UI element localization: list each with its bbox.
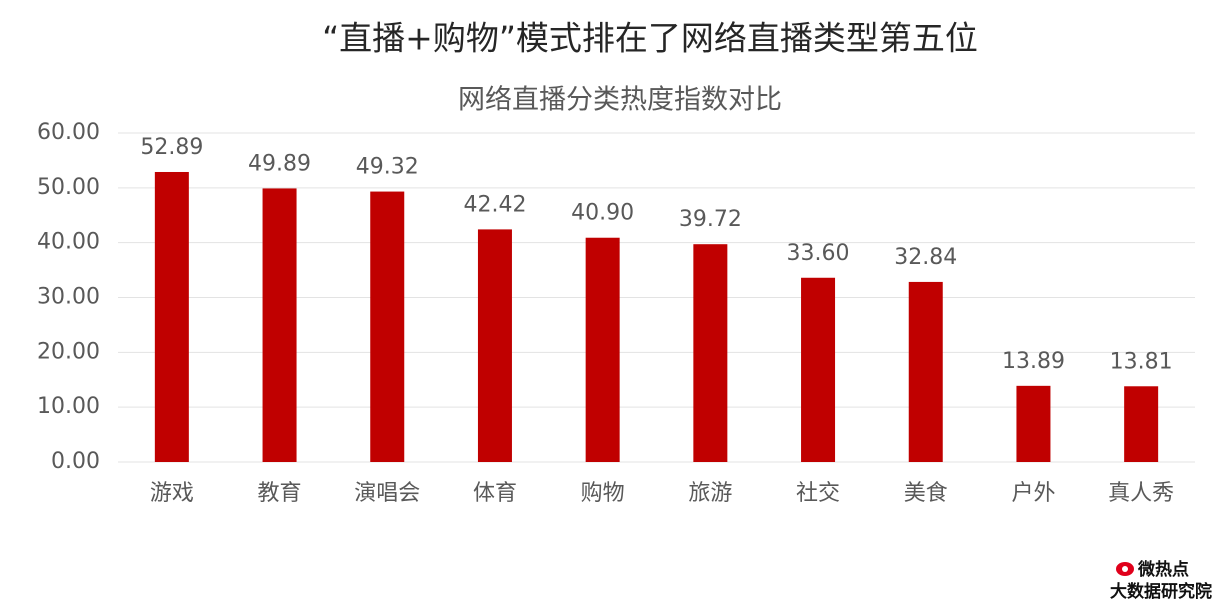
bar [154,171,189,462]
bar [477,229,512,462]
y-tick-label: 60.00 [37,120,100,145]
x-tick-label: 旅游 [688,481,732,506]
y-tick-label: 20.00 [37,339,100,364]
y-tick-label: 30.00 [37,285,100,310]
value-label: 49.89 [248,151,311,176]
value-label: 49.32 [356,155,419,180]
logo-name: 微热点 [1137,559,1189,580]
value-label: 13.81 [1110,349,1173,374]
chart-title: “直播+购物”模式排在了网络直播类型第五位 [322,19,978,58]
x-tick-label: 户外 [1011,481,1055,506]
bar [370,191,405,462]
x-tick-label: 游戏 [150,481,194,506]
bar [908,281,943,462]
x-tick-label: 美食 [904,481,948,506]
x-tick-label: 购物 [581,481,625,506]
x-tick-label: 体育 [473,481,517,506]
y-tick-label: 0.00 [51,449,100,474]
value-label: 32.84 [894,245,957,270]
x-tick-label: 社交 [796,481,840,506]
y-tick-label: 50.00 [37,175,100,200]
bar [801,277,836,462]
chart-subtitle: 网络直播分类热度指数对比 [458,85,782,116]
value-label: 52.89 [140,135,203,160]
y-tick-label: 10.00 [37,394,100,419]
value-label: 13.89 [1002,349,1065,374]
y-tick-label: 40.00 [37,230,100,255]
x-tick-label: 演唱会 [354,481,420,506]
x-tick-label: 真人秀 [1108,481,1174,506]
value-label: 40.90 [571,201,634,226]
value-label: 33.60 [787,241,850,266]
logo-org: 大数据研究院 [1110,581,1212,602]
bar [585,237,620,462]
logo-icon-eye [1122,566,1128,572]
x-tick-label: 教育 [258,481,302,506]
value-label: 39.72 [679,207,742,232]
bar [262,188,297,462]
bar [693,244,728,462]
bar [1124,386,1159,462]
value-label: 42.42 [463,192,526,217]
logo: 微热点 大数据研究院 [1110,559,1212,602]
bar [1016,385,1051,462]
